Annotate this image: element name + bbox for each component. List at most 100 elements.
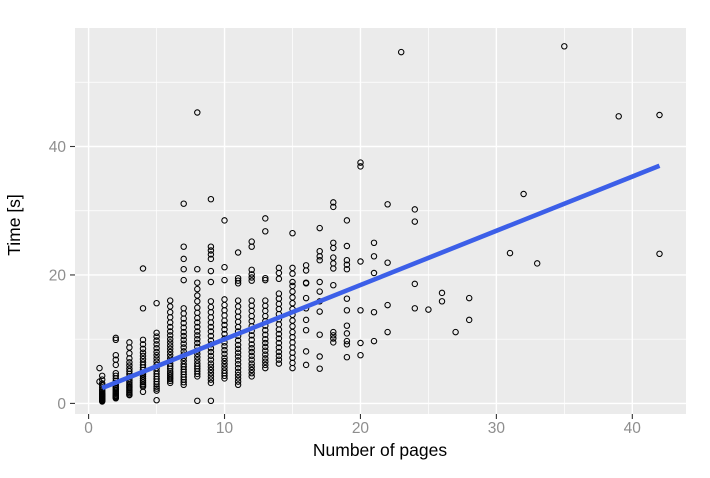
data-point — [302, 326, 310, 334]
data-point — [180, 360, 187, 368]
data-point — [302, 262, 310, 269]
data-point — [194, 335, 201, 343]
data-point — [248, 363, 255, 371]
data-point — [343, 261, 351, 268]
data-point — [139, 305, 147, 312]
data-point — [153, 337, 160, 344]
data-point — [234, 378, 242, 385]
data-point — [221, 217, 228, 224]
data-point — [139, 341, 147, 348]
data-point — [207, 397, 215, 405]
data-point — [153, 351, 160, 359]
data-point — [234, 375, 242, 382]
data-point — [262, 351, 269, 358]
data-point — [234, 368, 242, 376]
data-point — [153, 333, 160, 340]
data-point — [221, 296, 228, 303]
data-point — [330, 239, 337, 247]
data-point — [221, 346, 228, 354]
data-point — [126, 365, 133, 372]
data-point — [615, 113, 622, 120]
data-point — [234, 249, 242, 256]
data-point — [316, 353, 323, 360]
data-point — [180, 305, 187, 312]
data-point — [248, 274, 255, 281]
data-point — [234, 364, 242, 372]
data-point — [357, 307, 364, 314]
data-point — [234, 341, 242, 349]
data-point — [207, 247, 215, 254]
data-point — [262, 358, 269, 365]
data-point — [194, 304, 201, 311]
data-point — [262, 343, 269, 351]
data-point — [411, 218, 419, 225]
data-point — [207, 328, 215, 335]
data-point — [411, 305, 419, 312]
data-point — [207, 243, 215, 250]
data-point — [262, 339, 269, 347]
data-point — [262, 355, 269, 362]
data-point — [316, 365, 323, 372]
data-point — [221, 357, 228, 365]
data-point — [194, 319, 201, 326]
data-point — [656, 111, 663, 119]
data-point — [180, 340, 187, 347]
data-point — [248, 369, 255, 377]
data-point — [248, 356, 255, 363]
data-point — [248, 297, 255, 304]
data-point — [139, 355, 147, 363]
data-point — [275, 356, 283, 363]
data-point — [153, 385, 160, 392]
plot-panel — [75, 28, 686, 414]
data-point — [316, 224, 323, 232]
data-point — [275, 352, 283, 360]
data-point — [166, 351, 174, 359]
data-point — [248, 352, 255, 360]
data-point — [98, 372, 106, 380]
data-point — [561, 43, 568, 50]
data-point — [180, 276, 187, 284]
data-point — [357, 339, 364, 347]
data-point — [207, 360, 215, 367]
data-point — [357, 163, 364, 170]
data-point — [207, 298, 215, 305]
data-point — [316, 331, 323, 338]
x-tick-label: 30 — [488, 420, 506, 437]
data-point — [234, 353, 242, 360]
data-point — [207, 251, 215, 258]
data-point — [248, 238, 255, 245]
data-point — [343, 353, 351, 361]
x-tick-label: 40 — [624, 420, 642, 437]
data-point — [139, 345, 147, 353]
data-point — [330, 254, 337, 261]
data-point — [166, 323, 174, 331]
data-point — [153, 355, 160, 362]
data-point — [248, 366, 255, 374]
data-point — [180, 332, 187, 340]
data-point — [112, 351, 120, 359]
data-point — [139, 359, 147, 366]
data-point — [262, 326, 269, 334]
data-point — [384, 259, 391, 266]
data-point — [207, 267, 215, 275]
data-point — [343, 217, 351, 224]
data-point — [465, 294, 473, 302]
data-point — [316, 278, 323, 286]
data-point — [330, 332, 337, 339]
data-point — [194, 332, 201, 339]
data-point — [96, 364, 103, 372]
data-point — [302, 361, 310, 369]
data-point — [506, 249, 514, 257]
data-point — [221, 342, 228, 350]
data-point — [194, 285, 201, 293]
data-point — [275, 344, 283, 351]
data-point — [221, 321, 228, 329]
data-point — [520, 190, 527, 198]
data-point — [275, 339, 283, 347]
data-point — [248, 332, 255, 339]
data-point — [262, 361, 269, 369]
data-point — [126, 339, 133, 346]
data-point — [262, 331, 269, 338]
trend-line — [101, 163, 661, 391]
